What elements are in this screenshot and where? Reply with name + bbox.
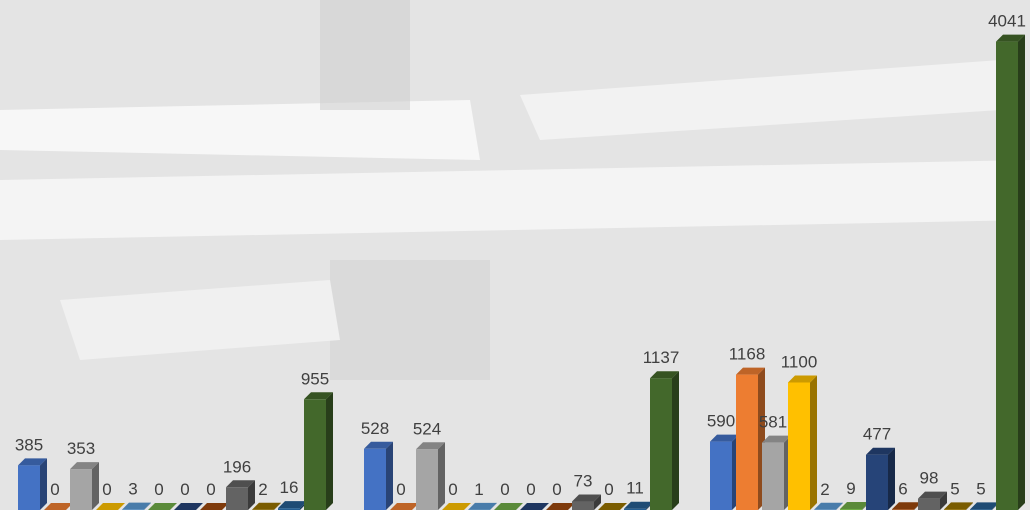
data-label: 6	[898, 479, 907, 498]
bar-front	[18, 465, 40, 510]
data-label: 98	[920, 469, 939, 488]
bar	[918, 492, 947, 510]
bar	[18, 458, 47, 510]
bar	[304, 392, 333, 510]
bar	[996, 35, 1025, 510]
bar	[650, 371, 679, 510]
data-label: 9	[846, 479, 855, 498]
data-label: 581	[759, 413, 787, 432]
data-label: 1137	[643, 348, 680, 367]
bar-side	[386, 442, 393, 510]
data-label: 1100	[781, 353, 818, 372]
data-label: 196	[223, 457, 251, 476]
bar-front	[650, 378, 672, 510]
bar	[226, 480, 255, 510]
bar	[364, 442, 393, 510]
bar-side	[1018, 35, 1025, 510]
bar-side	[810, 376, 817, 510]
bar-front	[866, 455, 888, 510]
bar-front	[710, 442, 732, 510]
bar-front	[736, 375, 758, 510]
data-label: 590	[707, 412, 735, 431]
bar	[866, 448, 895, 510]
data-label: 2	[258, 480, 267, 499]
data-label: 0	[526, 480, 535, 499]
data-label: 3	[128, 480, 137, 499]
bar	[70, 462, 99, 510]
bar-side	[40, 458, 47, 510]
bar	[736, 368, 765, 510]
bar-front	[762, 443, 784, 510]
data-label: 0	[500, 480, 509, 499]
data-label: 16	[280, 478, 299, 497]
bar-side	[888, 448, 895, 510]
data-label: 0	[604, 480, 613, 499]
data-label: 0	[50, 480, 59, 499]
data-label: 385	[15, 435, 43, 454]
bar-side	[92, 462, 99, 510]
data-label: 477	[863, 425, 891, 444]
bar-front	[788, 383, 810, 510]
bar	[762, 436, 791, 510]
data-label: 5	[950, 479, 959, 498]
data-label: 2	[820, 480, 829, 499]
data-label: 0	[206, 480, 215, 499]
data-label: 5	[976, 479, 985, 498]
bar-front	[416, 449, 438, 510]
bar-front	[304, 399, 326, 510]
data-label: 0	[552, 480, 561, 499]
data-label: 11	[626, 479, 644, 498]
data-label: 0	[448, 480, 457, 499]
data-label: 1	[474, 480, 483, 499]
data-label: 0	[154, 480, 163, 499]
data-label: 353	[67, 439, 95, 458]
bar	[710, 435, 739, 510]
bar	[416, 442, 445, 510]
data-label: 4041	[988, 12, 1026, 31]
bar-front	[996, 42, 1018, 510]
data-label: 0	[180, 480, 189, 499]
bar-front	[70, 469, 92, 510]
bar-side	[438, 442, 445, 510]
chart: 3850353030001962169555280524010007301111…	[0, 0, 1030, 510]
data-label: 524	[413, 419, 441, 438]
data-label: 0	[102, 480, 111, 499]
data-label: 0	[396, 480, 405, 499]
bar-front	[364, 449, 386, 510]
bar-side	[672, 371, 679, 510]
bar-front	[226, 487, 248, 510]
data-label: 1168	[729, 345, 766, 364]
bar-side	[326, 392, 333, 510]
bar-front	[918, 499, 940, 510]
data-label: 73	[574, 472, 593, 491]
bar-front	[572, 502, 594, 510]
bar	[788, 376, 817, 510]
data-label: 528	[361, 419, 389, 438]
data-label: 955	[301, 369, 329, 388]
